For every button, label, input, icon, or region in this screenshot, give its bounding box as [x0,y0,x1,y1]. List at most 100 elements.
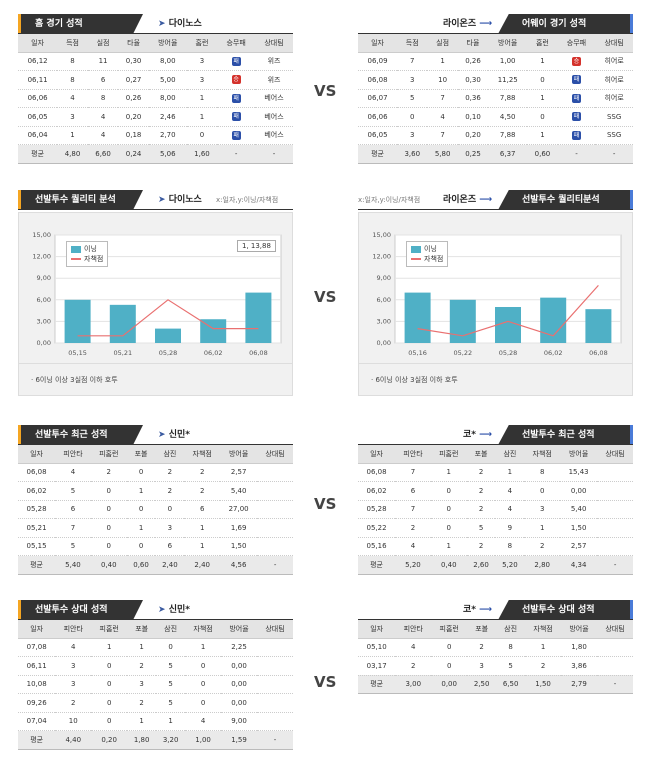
table-cell: 06,11 [18,70,58,90]
team-logo-icon: ⟶ [476,19,493,29]
table-cell: 8 [87,89,119,108]
section-header: 홈 경기 성적 [18,14,143,34]
table-cell: 8,00 [148,89,187,108]
section-header: 선발투수 상대 성적 [18,600,143,620]
column-header: 포볼 [127,620,157,639]
table-cell: 2,46 [148,107,187,127]
table-cell: 베어스 [255,126,293,145]
table-cell: 4,40 [55,730,92,750]
table-cell: 06,05 [358,126,398,145]
table-cell [257,481,293,501]
table-cell: 0,30 [118,52,149,71]
table-cell: 0 [527,107,558,127]
table-cell: 05,21 [18,518,56,538]
table-cell [256,638,293,657]
table-cell: 2 [395,656,432,676]
y-tick-label: 15,00 [32,231,51,239]
table-cell: 2 [55,693,92,713]
table-row: 06,08 4 2 0 2 2 2,57 [18,463,293,482]
divider [18,619,293,620]
column-header: 일자 [18,445,56,464]
table-cell [597,518,633,538]
table-cell: 1 [57,126,88,145]
pitcher-vs-table: 일자 피안타 피홈런 포볼 삼진 자책점 방어율 상대팀 07,08 4 1 1 0 1 2,25 06,11… [18,620,293,750]
table-cell: 1 [126,518,156,538]
table-cell: 2 [467,638,497,657]
table-cell: 5 [55,481,91,501]
table-cell: 8 [524,463,561,482]
table-cell: 3 [186,70,218,90]
table-cell: 1 [126,481,156,501]
table-cell: 0,25 [457,144,489,164]
table-cell: 히어로 [595,70,633,90]
result-cell: 패 [557,89,596,108]
table-cell: 0,00 [221,693,257,713]
legend-label: 이닝 [84,245,97,253]
divider [358,444,633,445]
table-cell: 6 [395,481,431,501]
result-cell: 패 [557,126,596,145]
table-cell: 0 [91,656,128,676]
table-cell: 2,40 [184,555,221,575]
table-cell [256,675,293,694]
result-cell: 승 [217,70,256,90]
column-header: 승무패 [557,34,596,53]
table-cell: 2,40 [155,555,185,575]
table-row: 05,28 6 0 0 0 6 27,00 [18,500,293,519]
table-cell: 4 [495,500,525,519]
table-row: 06,04 1 4 0,18 2,70 0 패 베어스 [18,126,293,145]
table-row: 07,04 10 0 1 1 4 9,00 [18,712,293,731]
table-row: 06,07 5 7 0,36 7,88 1 패 히어로 [358,89,633,108]
table-cell: 0,00 [431,675,468,694]
chart-frame: 0,00 3,00 6,00 9,00 12,00 15,00 05,16 05,22 05,2… [358,212,633,396]
bar-innings [404,292,431,343]
table-cell: 2,57 [560,537,598,556]
table-row: 09,26 2 0 2 5 0 0,00 [18,693,293,713]
table-row: 06,06 4 8 0,26 8,00 1 패 베어스 [18,89,293,108]
table-cell: 6 [184,500,221,519]
column-header: 삼진 [495,445,525,464]
table-cell: 0,10 [457,107,489,127]
table-cell: 0 [91,693,128,713]
table-row: 05,28 7 0 2 4 3 5,40 [358,500,633,519]
table-cell: 0 [156,638,186,657]
team-logo-icon: ⟶ [476,605,493,615]
column-header: 포볼 [467,620,497,639]
table-cell: 0 [91,712,128,731]
table-row: 06,02 5 0 1 2 2 5,40 [18,481,293,501]
vs-label: VS [314,495,337,513]
table-cell: 2 [127,656,157,676]
column-header: 상대팀 [256,620,293,639]
bar-innings [64,299,91,343]
table-cell [257,518,293,538]
average-row: 평균 5,40 0,40 0,60 2,40 2,40 4,56- [18,555,293,575]
chart-svg: 0,00 3,00 6,00 9,00 12,00 15,00 05,15 05,21 05,2… [32,231,282,357]
bar-innings [245,292,272,343]
table-cell: - [257,555,293,575]
table-cell: 2,79 [561,675,597,694]
table-cell: 0,20 [118,107,149,127]
table-cell: 4 [87,107,119,127]
table-cell: 6,60 [87,144,119,164]
table-cell: 베어스 [255,89,293,108]
table-cell: 3 [55,675,92,694]
table-cell: 2 [395,518,431,538]
column-header: 실점 [427,34,458,53]
table-cell: 5,00 [148,70,187,90]
chart-legend: 이닝 자책점 [406,241,449,267]
table-cell: 히어로 [595,89,633,108]
chart-tooltip: 1, 13,88 [237,240,276,252]
chart-note: 6이닝 이상 3실점 이하 호투 [371,375,457,385]
table-cell: 4,56 [220,555,258,575]
table-cell: 3 [127,675,157,694]
table-cell: 0 [185,693,222,713]
table-row: 06,11 3 0 2 5 0 0,00 [18,656,293,676]
divider [18,209,293,210]
table-cell [256,693,293,713]
table-cell: 5 [156,656,186,676]
x-tick-label: 05,28 [159,349,178,357]
table-cell: 06,08 [358,463,396,482]
table-row: 07,08 4 1 1 0 1 2,25 [18,638,293,657]
table-cell: 0,20 [457,126,489,145]
table-cell: 5,40 [220,481,258,501]
